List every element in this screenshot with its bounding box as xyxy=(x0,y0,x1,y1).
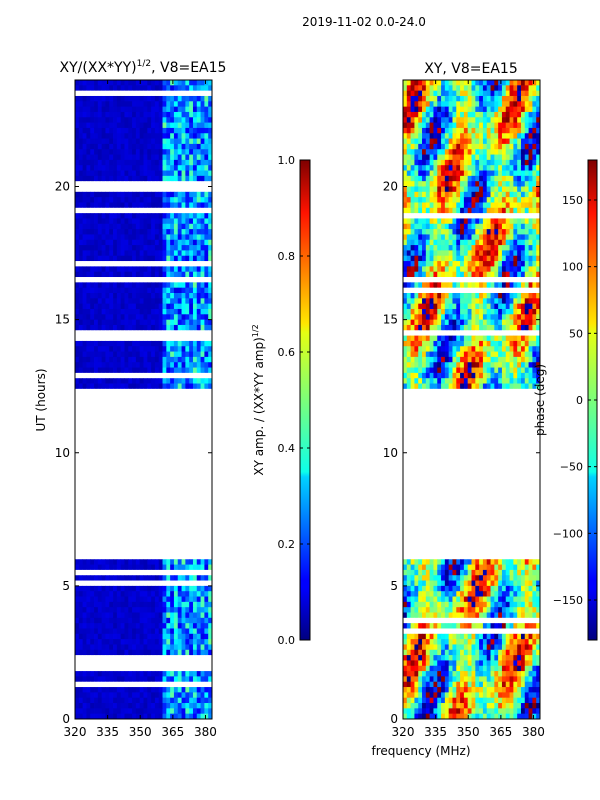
amplitude-colorbar-gradient xyxy=(299,159,311,641)
x-tick-label: 365 xyxy=(161,725,184,739)
y-tick-label: 20 xyxy=(383,180,398,194)
amplitude-ticks: 320 335 350 365 380 0 5 10 15 20 xyxy=(55,80,217,739)
amplitude-title-main: XY/(XX*YY) xyxy=(60,60,137,76)
colorbar-tick-label: 0.2 xyxy=(278,538,296,551)
x-tick-label: 350 xyxy=(129,725,152,739)
figure-title: 2019-11-02 0.0-24.0 xyxy=(302,15,426,29)
x-tick-label: 335 xyxy=(96,725,119,739)
y-axis-label: UT (hours) xyxy=(34,368,48,431)
phase-axes-frame xyxy=(402,79,541,720)
y-tick-label: 0 xyxy=(390,712,398,726)
amplitude-colorbar-label-exp: 1/2 xyxy=(251,324,260,337)
x-axis-label: frequency (MHz) xyxy=(371,744,470,758)
colorbar-tick-label: 1.0 xyxy=(278,154,296,167)
colorbar-tick-label: −150 xyxy=(553,594,583,607)
colorbar-tick-label: 0.0 xyxy=(278,634,296,647)
y-tick-label: 20 xyxy=(55,180,70,194)
phase-ticks: 320 335 350 365 380 0 5 10 15 20 xyxy=(383,80,545,739)
y-tick-label: 10 xyxy=(55,446,70,460)
phase-colorbar-ticks: −150 −100 −50 0 50 100 150 xyxy=(553,194,597,607)
colorbar-tick-label: 150 xyxy=(562,194,583,207)
amplitude-panel: XY/(XX*YY)1/2, V8=EA15 320 335 350 365 380 0 5… xyxy=(34,59,226,739)
amplitude-title-suffix: , V8=EA15 xyxy=(151,60,226,76)
colorbar-tick-label: 100 xyxy=(562,261,583,274)
y-tick-label: 5 xyxy=(62,579,70,593)
colorbar-tick-label: 0.4 xyxy=(278,442,296,455)
phase-heatmap xyxy=(403,80,540,719)
amplitude-heatmap xyxy=(75,80,212,719)
colorbar-tick-label: −100 xyxy=(553,527,583,540)
y-tick-label: 10 xyxy=(383,446,398,460)
y-tick-label: 15 xyxy=(383,313,398,327)
phase-panel: XY, V8=EA15 320 335 350 365 380 0 5 10 15 20 xyxy=(383,61,545,739)
x-tick-label: 380 xyxy=(522,725,545,739)
colorbar-tick-label: −50 xyxy=(560,461,583,474)
phase-colorbar: −150 −100 −50 0 50 100 150 phase (deg) xyxy=(533,159,598,641)
amplitude-colorbar-label-main: XY amp. / (XX*YY amp) xyxy=(252,337,266,475)
colorbar-tick-label: 50 xyxy=(569,327,583,340)
x-tick-label: 350 xyxy=(457,725,480,739)
amplitude-axes-frame xyxy=(74,79,213,720)
colorbar-tick-label: 0.8 xyxy=(278,250,296,263)
colorbar-tick-label: 0.6 xyxy=(278,346,296,359)
amplitude-colorbar: 0.0 0.2 0.4 0.6 0.8 1.0 XY amp. / (XX*YY amp)… xyxy=(251,154,311,647)
phase-title: XY, V8=EA15 xyxy=(424,61,518,77)
phase-colorbar-label: phase (deg) xyxy=(533,364,547,436)
colorbar-tick-label: 0 xyxy=(576,394,583,407)
y-tick-label: 0 xyxy=(62,712,70,726)
y-tick-label: 5 xyxy=(390,579,398,593)
amplitude-title: XY/(XX*YY)1/2, V8=EA15 xyxy=(60,59,227,76)
x-tick-label: 320 xyxy=(392,725,415,739)
amplitude-title-exp: 1/2 xyxy=(137,59,151,69)
y-tick-label: 15 xyxy=(55,313,70,327)
x-tick-label: 320 xyxy=(64,725,87,739)
amplitude-colorbar-label: XY amp. / (XX*YY amp)1/2 xyxy=(251,324,266,475)
x-tick-label: 380 xyxy=(194,725,217,739)
amplitude-colorbar-ticks: 0.0 0.2 0.4 0.6 0.8 1.0 xyxy=(278,154,310,647)
x-tick-label: 365 xyxy=(489,725,512,739)
x-tick-label: 335 xyxy=(424,725,447,739)
